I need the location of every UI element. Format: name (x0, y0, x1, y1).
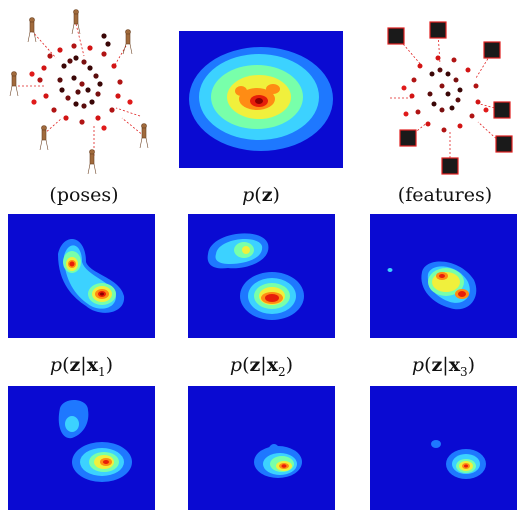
caption-pz-x3: p(z|x3) (411, 354, 476, 379)
caption-pz-x1: p(z|x1) (49, 354, 114, 379)
row3-heatmap-middle (188, 386, 335, 510)
features-scatter-panel (382, 18, 520, 178)
pose-connectors (18, 23, 145, 156)
caption-poses: (poses) (49, 184, 119, 206)
pz-x2-heatmap (188, 214, 335, 338)
poses-scatter (9, 9, 149, 175)
pz-x3-heatmap (370, 214, 517, 338)
poses-scatter-panel (4, 6, 164, 176)
caption-pz: p(z) (242, 184, 280, 206)
feature-thumbnails (387, 21, 513, 175)
pz-density (189, 47, 333, 151)
pz-x1-heatmap (8, 214, 155, 338)
pose-figures (9, 9, 149, 175)
caption-pz-x2: p(z|x2) (229, 354, 294, 379)
caption-features: (features) (397, 184, 493, 206)
pose-points (29, 33, 133, 131)
features-scatter (387, 21, 513, 175)
row3-heatmap-left (8, 386, 155, 510)
pz-heatmap (179, 31, 343, 168)
row3-heatmap-right (370, 386, 517, 510)
